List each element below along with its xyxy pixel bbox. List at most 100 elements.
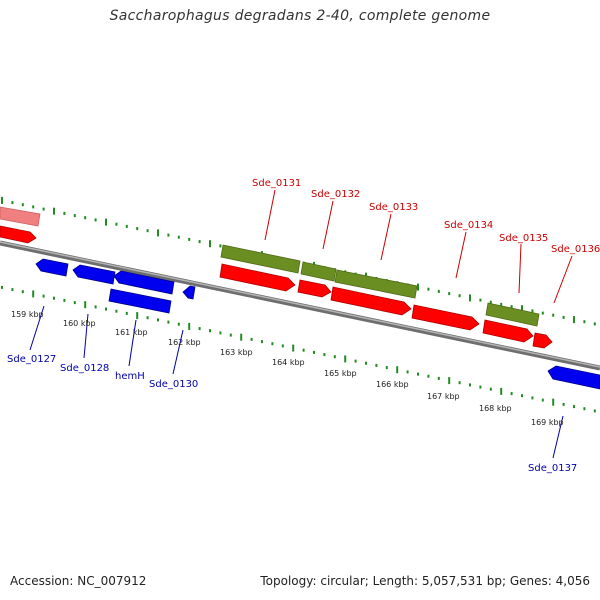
- minor-tick: [427, 374, 430, 378]
- minor-tick: [406, 370, 409, 374]
- minor-tick: [209, 329, 211, 333]
- cds-arrow-reverse[interactable]: [72, 264, 116, 285]
- minor-tick: [42, 294, 45, 298]
- kbp-label: 169 kbp: [531, 418, 564, 427]
- minor-tick: [94, 305, 97, 309]
- minor-tick: [146, 229, 149, 233]
- gene-label-sde-0133[interactable]: Sde_0133: [369, 202, 418, 213]
- minor-tick: [593, 409, 596, 413]
- major-tick: [1, 196, 3, 204]
- minor-tick: [21, 290, 24, 294]
- minor-tick: [281, 344, 284, 348]
- cds-arrow-reverse[interactable]: [182, 285, 196, 300]
- minor-tick: [573, 405, 575, 409]
- cds-arrow-forward[interactable]: [330, 286, 412, 316]
- cds-arrow-reverse[interactable]: [108, 288, 172, 314]
- major-tick: [500, 387, 503, 395]
- minor-tick: [11, 201, 14, 205]
- major-tick: [344, 355, 347, 363]
- gene-label-sde-0136[interactable]: Sde_0136: [551, 244, 600, 255]
- minor-tick: [313, 350, 315, 354]
- minor-tick: [541, 398, 544, 402]
- kbp-label: 165 kbp: [324, 369, 357, 378]
- major-tick: [573, 316, 575, 324]
- minor-tick: [250, 337, 253, 341]
- minor-tick: [302, 348, 305, 352]
- minor-tick: [198, 327, 201, 331]
- major-tick: [32, 290, 35, 298]
- kbp-label: 168 kbp: [479, 404, 512, 413]
- minor-tick: [593, 322, 596, 326]
- minor-tick: [73, 301, 76, 305]
- kbp-label: 160 kbp: [63, 319, 96, 328]
- gene-label-sde-0134[interactable]: Sde_0134: [444, 220, 493, 231]
- minor-tick: [510, 305, 513, 309]
- minor-tick: [583, 407, 586, 411]
- kbp-label: 166 kbp: [376, 380, 409, 389]
- gene-bar-olive[interactable]: [220, 244, 301, 274]
- minor-tick: [105, 307, 107, 311]
- genome-backbone: [0, 240, 600, 371]
- major-tick: [396, 366, 399, 374]
- cds-arrow-reverse[interactable]: [547, 365, 600, 390]
- cds-arrow-reverse[interactable]: [113, 270, 175, 295]
- gene-bar-olive[interactable]: [300, 261, 337, 282]
- cds-arrow-forward[interactable]: [0, 225, 37, 244]
- minor-tick: [125, 311, 128, 315]
- minor-tick: [583, 320, 586, 324]
- cds-arrow-forward[interactable]: [532, 332, 553, 349]
- gene-label-sde-0131[interactable]: Sde_0131: [252, 178, 301, 189]
- gene-bar-olive[interactable]: [334, 269, 418, 299]
- cds-arrow-forward[interactable]: [482, 319, 534, 343]
- major-tick: [240, 333, 243, 341]
- cds-arrow-forward[interactable]: [411, 304, 480, 331]
- minor-tick: [157, 318, 159, 322]
- minor-tick: [167, 320, 170, 324]
- minor-tick: [541, 311, 544, 315]
- cds-arrow-reverse[interactable]: [35, 258, 69, 277]
- minor-tick: [479, 385, 482, 389]
- major-tick: [105, 218, 107, 226]
- minor-tick: [1, 285, 3, 289]
- gene-label-sde-0128[interactable]: Sde_0128: [60, 363, 109, 374]
- minor-tick: [521, 394, 523, 398]
- genome-summary-text: Topology: circular; Length: 5,057,531 bp…: [260, 574, 590, 588]
- minor-tick: [489, 300, 492, 304]
- kbp-label: 164 kbp: [272, 358, 305, 367]
- minor-tick: [188, 237, 191, 241]
- minor-tick: [417, 372, 419, 376]
- cds-arrow-forward[interactable]: [297, 279, 332, 298]
- gene-bar-olive[interactable]: [485, 302, 540, 327]
- kbp-label: 162 kbp: [168, 338, 201, 347]
- accession-text: Accession: NC_007912: [10, 574, 147, 588]
- minor-tick: [375, 363, 378, 367]
- minor-tick: [261, 340, 263, 344]
- minor-tick: [458, 294, 461, 298]
- major-tick: [552, 398, 555, 406]
- cds-arrow-faded[interactable]: [0, 206, 41, 227]
- major-tick: [469, 294, 471, 302]
- gene-label-hemh[interactable]: hemH: [115, 371, 145, 382]
- gene-label-sde-0127[interactable]: Sde_0127: [7, 354, 56, 365]
- minor-tick: [115, 222, 118, 226]
- major-tick: [157, 229, 159, 237]
- minor-tick: [354, 359, 357, 363]
- minor-tick: [562, 402, 565, 406]
- major-tick: [521, 305, 523, 313]
- minor-tick: [177, 235, 180, 239]
- gene-label-sde-0132[interactable]: Sde_0132: [311, 189, 360, 200]
- kbp-label: 167 kbp: [427, 392, 460, 401]
- gene-label-sde-0130[interactable]: Sde_0130: [149, 379, 198, 390]
- minor-tick: [271, 342, 274, 346]
- cds-arrow-forward[interactable]: [219, 263, 296, 292]
- minor-tick: [333, 355, 336, 359]
- minor-tick: [94, 218, 97, 222]
- minor-tick: [167, 233, 170, 237]
- major-tick: [84, 301, 87, 309]
- gene-label-sde-0137[interactable]: Sde_0137: [528, 463, 577, 474]
- minor-tick: [479, 298, 482, 302]
- minor-tick: [32, 205, 35, 209]
- gene-label-sde-0135[interactable]: Sde_0135: [499, 233, 548, 244]
- minor-tick: [531, 396, 534, 400]
- gene-track-reverse: [35, 258, 600, 390]
